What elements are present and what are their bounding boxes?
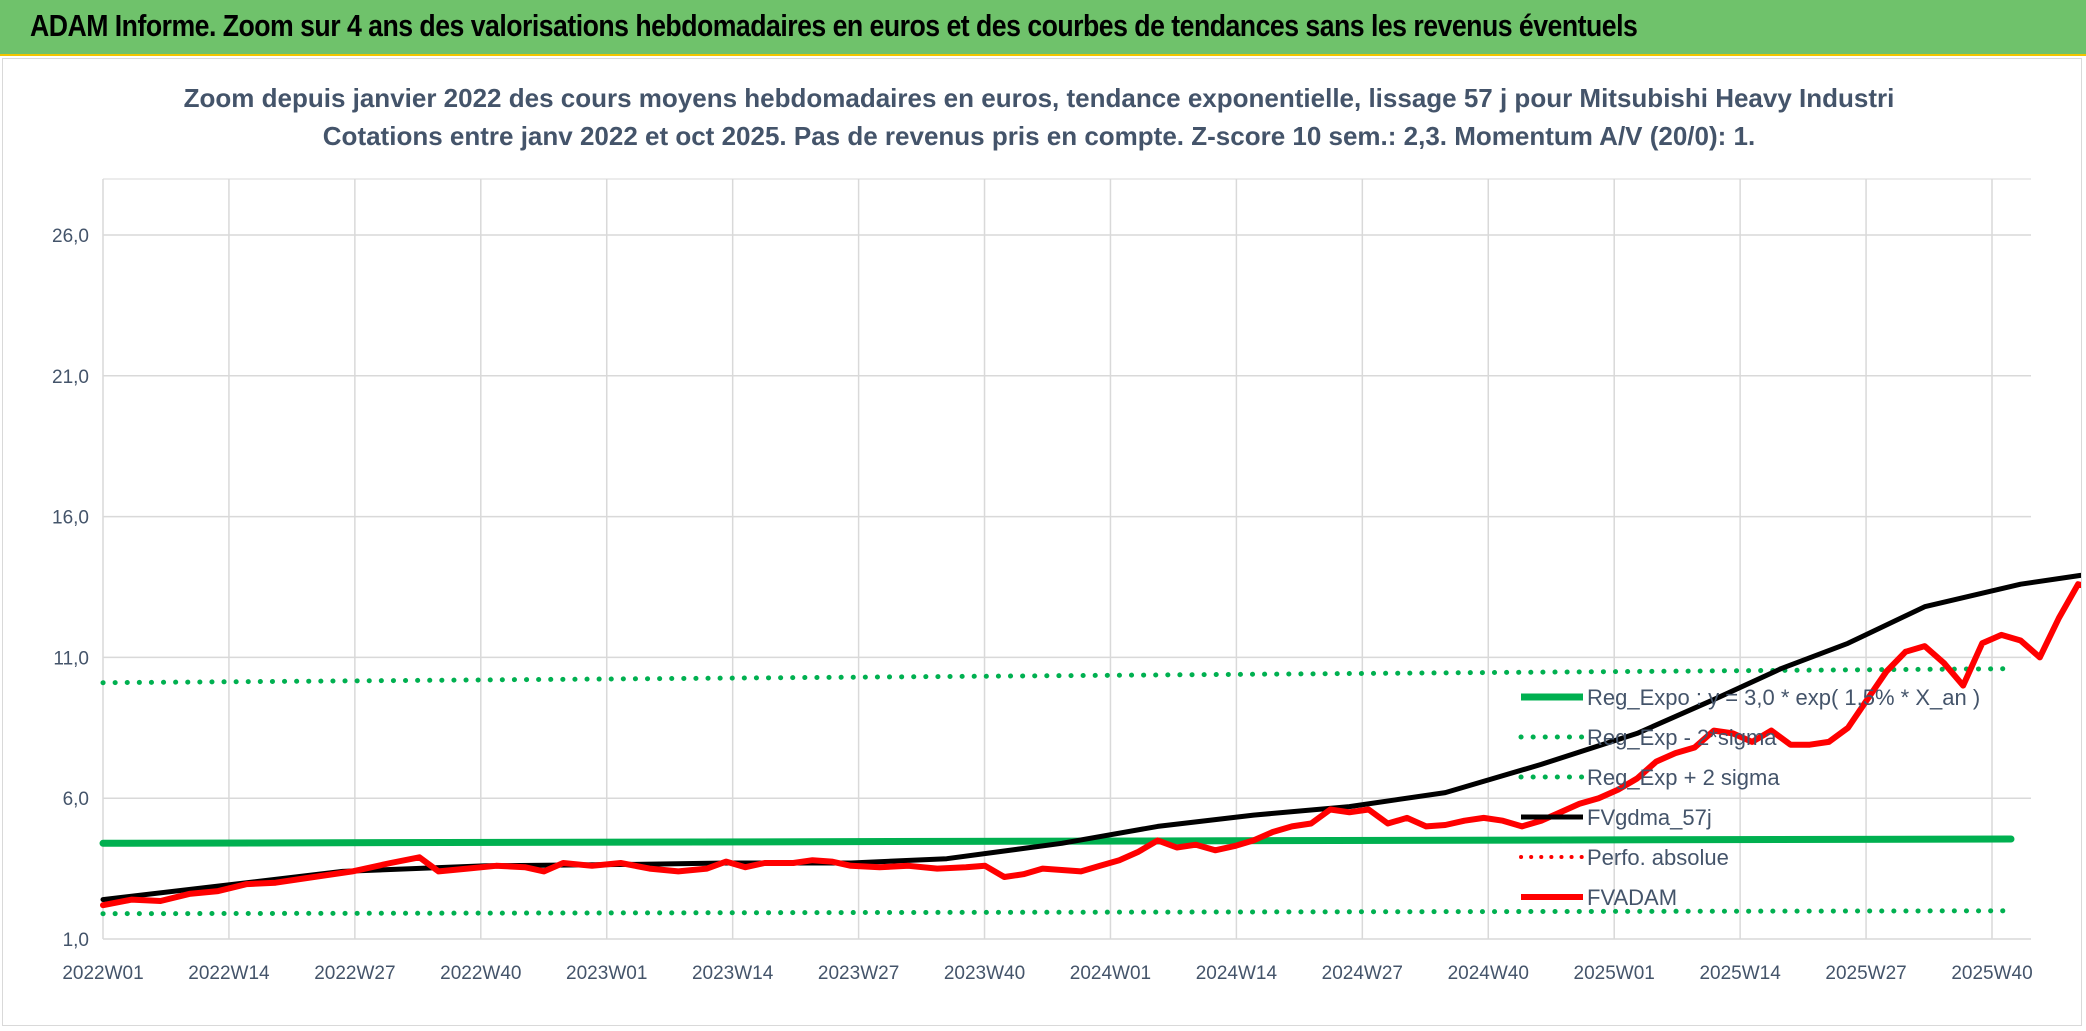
series-line-fvadam (100, 581, 2081, 909)
y-tick-label: 16,0 (52, 508, 89, 529)
y-tick-label: 6,0 (63, 789, 89, 810)
chart: Zoom depuis janvier 2022 des cours moyen… (52, 83, 2081, 984)
x-tick-label: 2025W14 (1699, 963, 1781, 984)
x-tick-label: 2022W14 (188, 963, 270, 984)
legend-label: Reg_Exp - 2*sigma (1587, 725, 1777, 750)
series-line-reg-exp-2-sigma (100, 666, 2014, 686)
legend-label: FVgdma_57j (1587, 805, 1712, 830)
series-group (99, 572, 2081, 917)
chart-title: Zoom depuis janvier 2022 des cours moyen… (184, 83, 1895, 113)
legend-label: FVADAM (1587, 885, 1677, 910)
y-axis-ticks: 1,0 6,0 11,0 16,0 21,0 26,0 (52, 226, 89, 951)
series-line-reg-expo-y-3-0-exp-1-5-x-an (99, 835, 2015, 847)
y-tick-label: 11,0 (53, 648, 89, 669)
x-tick-label: 2023W27 (818, 963, 899, 984)
legend-label: Reg_Exp + 2 sigma (1587, 765, 1780, 790)
legend: Reg_Expo : y = 3,0 * exp( 1,5% * X_an ) R… (1518, 685, 1980, 910)
legend-label: Perfo. absolue (1587, 845, 1729, 870)
x-tick-label: 2025W27 (1825, 963, 1906, 984)
chart-frame: Zoom depuis janvier 2022 des cours moyen… (2, 58, 2082, 1026)
x-tick-label: 2023W01 (566, 963, 647, 984)
x-tick-label: 2025W01 (1574, 963, 1655, 984)
x-tick-label: 2024W14 (1196, 963, 1278, 984)
x-tick-label: 2023W40 (944, 963, 1025, 984)
x-tick-label: 2022W27 (314, 963, 395, 984)
grid (102, 178, 2031, 940)
x-tick-label: 2024W01 (1070, 963, 1151, 984)
y-tick-label: 26,0 (52, 226, 89, 247)
banner: ADAM Informe. Zoom sur 4 ans des valoris… (0, 0, 2086, 56)
x-tick-label: 2022W40 (440, 963, 521, 984)
x-tick-label: 2023W14 (692, 963, 774, 984)
y-tick-label: 1,0 (63, 930, 89, 951)
banner-title: ADAM Informe. Zoom sur 4 ans des valoris… (30, 8, 1638, 43)
x-axis-ticks: 2022W01 2022W14 2022W27 2022W40 2023W01 2023W… (62, 963, 2032, 984)
x-tick-label: 2024W27 (1322, 963, 1403, 984)
series-line-reg-exp-2-sigma (100, 908, 2014, 917)
x-tick-label: 2024W40 (1448, 963, 1529, 984)
legend-label: Reg_Expo : y = 3,0 * exp( 1,5% * X_an ) (1587, 685, 1980, 710)
series-line-fvgdma-57j (100, 572, 2081, 903)
x-tick-label: 2025W40 (1951, 963, 2032, 984)
chart-subtitle: Cotations entre janv 2022 et oct 2025. P… (323, 121, 1755, 151)
x-tick-label: 2022W01 (62, 963, 143, 984)
y-tick-label: 21,0 (52, 367, 89, 388)
